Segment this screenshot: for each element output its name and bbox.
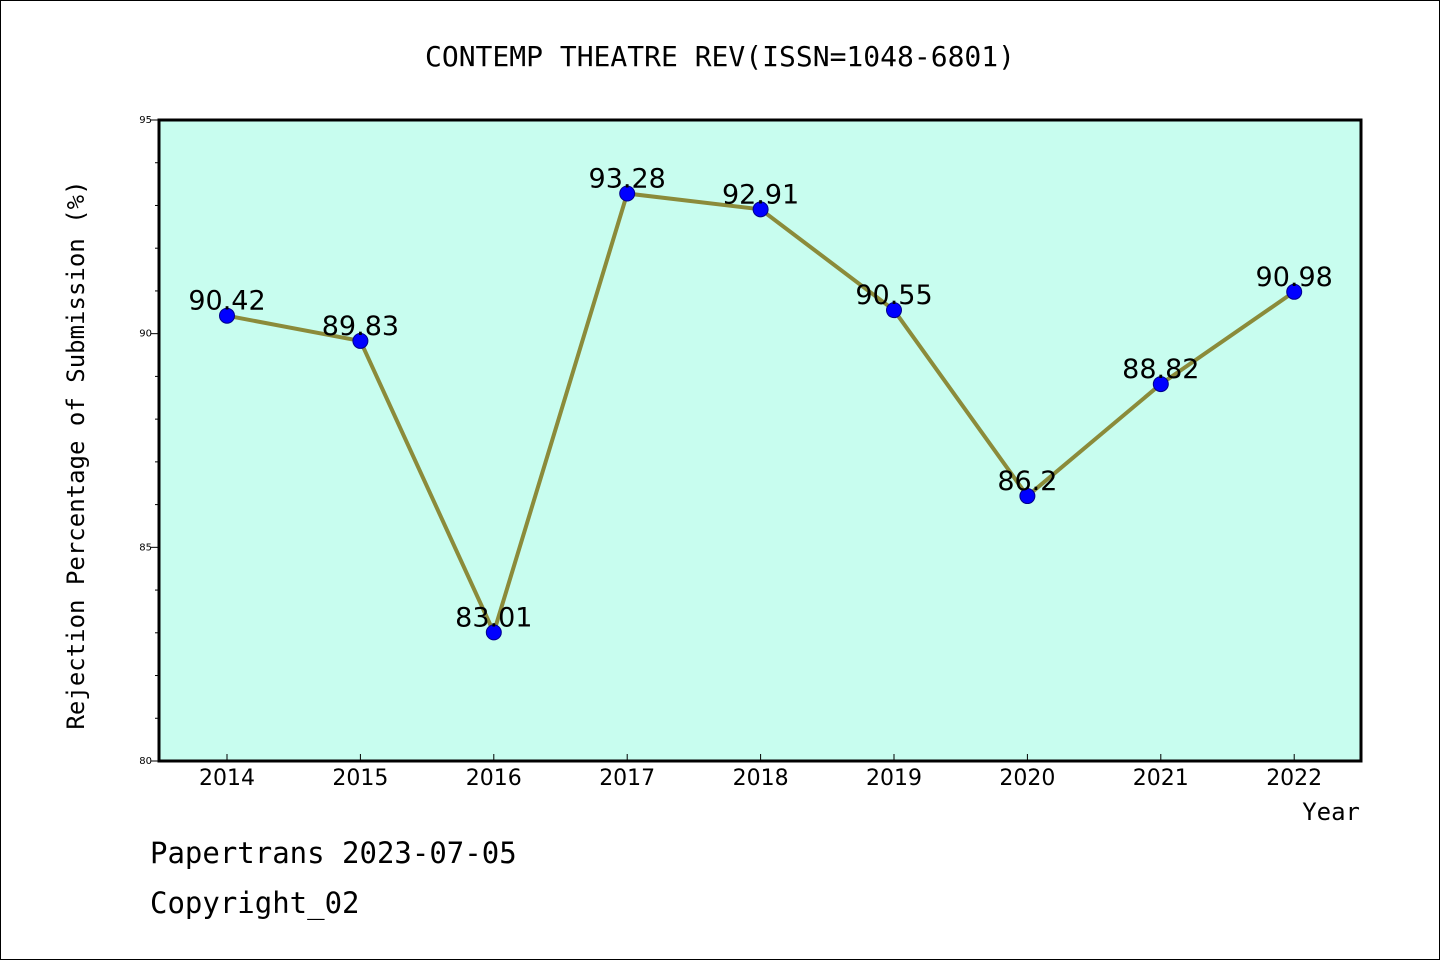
x-tick-label: 2021 [1133, 766, 1189, 791]
series-line [219, 185, 1303, 641]
data-point [219, 307, 235, 324]
y-tick-label: 85 [139, 542, 152, 553]
data-label: 90.98 [1256, 262, 1333, 293]
x-tick-label: 2022 [1266, 766, 1322, 791]
data-label: 89.83 [322, 311, 399, 342]
data-label: 86.2 [997, 466, 1057, 497]
x-tick-label: 2016 [466, 766, 522, 791]
x-tick-label: 2014 [199, 766, 255, 791]
data-point [619, 185, 636, 202]
data-label: 93.28 [589, 164, 666, 195]
data-label: 90.55 [855, 280, 932, 311]
footer-copyright: Copyright_02 [150, 886, 360, 920]
plot-area [157, 118, 1363, 763]
footer-credit: Papertrans 2023-07-05 [150, 836, 517, 870]
y-axis-label: Rejection Percentage of Submission (%) [62, 180, 90, 729]
x-tick-label: 2015 [332, 766, 388, 791]
y-tick-label: 80 [139, 756, 152, 767]
data-label: 88.82 [1122, 354, 1199, 385]
x-axis: 2014 2015 2016 2017 2018 2019 2020 2021 2022 [199, 754, 1322, 791]
x-tick-label: 2020 [999, 766, 1055, 791]
data-point [1152, 376, 1169, 393]
data-label: 90.42 [188, 286, 265, 317]
y-tick-label: 90 [139, 329, 152, 340]
chart-title: CONTEMP THEATRE REV(ISSN=1048-6801) [425, 40, 1015, 73]
y-axis: 80 85 90 95 [139, 115, 159, 767]
x-tick-label: 2018 [733, 766, 789, 791]
data-point [752, 201, 769, 218]
x-tick-label: 2017 [599, 766, 655, 791]
data-labels: 90.42 89.83 83.01 93.28 92.91 90.55 86.2 88.82 9… [188, 164, 1332, 634]
data-point [1019, 488, 1036, 505]
y-tick-label: 95 [139, 115, 152, 126]
data-point [485, 624, 502, 641]
data-point [1286, 283, 1303, 300]
x-axis-label: Year [1302, 798, 1360, 826]
data-point [352, 332, 369, 349]
data-label: 92.91 [722, 179, 799, 210]
x-tick-label: 2019 [866, 766, 922, 791]
data-point [886, 302, 902, 319]
data-label: 83.01 [455, 602, 532, 633]
